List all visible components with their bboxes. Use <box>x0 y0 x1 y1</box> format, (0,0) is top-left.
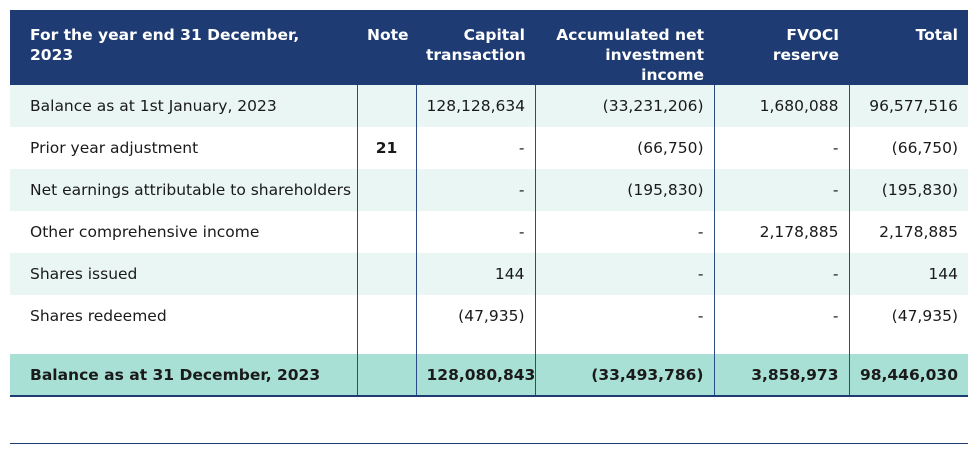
row-total: 96,577,516 <box>848 85 968 127</box>
row-accumulated: (33,231,206) <box>534 85 714 127</box>
row-label: Other comprehensive income <box>10 211 357 253</box>
row-capital: - <box>415 211 535 253</box>
row-label: Prior year adjustment <box>10 127 357 169</box>
row-total: (47,935) <box>848 295 968 337</box>
row-capital: - <box>415 127 535 169</box>
row-label: Shares issued <box>10 253 357 295</box>
spacer-row <box>10 337 968 354</box>
row-capital: - <box>415 169 535 211</box>
row-total: 2,178,885 <box>848 211 968 253</box>
table-row: Net earnings attributable to shareholder… <box>10 169 968 211</box>
row-fvoci: 2,178,885 <box>713 211 849 253</box>
row-total: (195,830) <box>848 169 968 211</box>
total-label: Balance as at 31 December, 2023 <box>10 354 357 397</box>
row-note <box>356 295 416 337</box>
row-note <box>356 211 416 253</box>
total-fvoci: 3,858,973 <box>713 354 849 397</box>
row-accumulated: - <box>534 211 714 253</box>
row-note: 21 <box>356 127 416 169</box>
table-row: Prior year adjustment 21 - (66,750) - (6… <box>10 127 968 169</box>
row-total: 144 <box>848 253 968 295</box>
header-capital: Capital transaction <box>416 10 535 85</box>
changes-in-equity-table: For the year end 31 December, 2023 Note … <box>10 10 968 397</box>
row-fvoci: - <box>713 127 849 169</box>
header-total: Total <box>849 10 968 85</box>
row-fvoci: - <box>713 295 849 337</box>
total-accumulated: (33,493,786) <box>534 354 714 397</box>
row-accumulated: - <box>534 253 714 295</box>
row-note <box>356 253 416 295</box>
header-accumulated: Accumulated net investment income <box>535 10 714 85</box>
total-note <box>356 354 416 397</box>
row-fvoci: - <box>713 253 849 295</box>
table-row: Shares redeemed (47,935) - - (47,935) <box>10 295 968 337</box>
row-note <box>356 85 416 127</box>
header-period: For the year end 31 December, 2023 <box>10 10 357 85</box>
total-total: 98,446,030 <box>848 354 968 397</box>
equity-statement: For the year end 31 December, 2023 Note … <box>10 10 968 397</box>
table-row: Shares issued 144 - - 144 <box>10 253 968 295</box>
row-capital: (47,935) <box>415 295 535 337</box>
row-note <box>356 169 416 211</box>
row-total: (66,750) <box>848 127 968 169</box>
table-row: Balance as at 1st January, 2023 128,128,… <box>10 85 968 127</box>
bottom-divider <box>10 443 968 444</box>
row-fvoci: - <box>713 169 849 211</box>
header-note: Note <box>357 10 416 85</box>
table-row: Other comprehensive income - - 2,178,885… <box>10 211 968 253</box>
table-header-row: For the year end 31 December, 2023 Note … <box>10 10 968 85</box>
row-accumulated: - <box>534 295 714 337</box>
row-label: Net earnings attributable to shareholder… <box>10 169 357 211</box>
row-fvoci: 1,680,088 <box>713 85 849 127</box>
total-capital: 128,080,843 <box>415 354 535 397</box>
row-accumulated: (66,750) <box>534 127 714 169</box>
total-row: Balance as at 31 December, 2023 128,080,… <box>10 354 968 397</box>
header-fvoci: FVOCI reserve <box>714 10 849 85</box>
row-accumulated: (195,830) <box>534 169 714 211</box>
row-label: Balance as at 1st January, 2023 <box>10 85 357 127</box>
row-label: Shares redeemed <box>10 295 357 337</box>
row-capital: 128,128,634 <box>415 85 535 127</box>
row-capital: 144 <box>415 253 535 295</box>
